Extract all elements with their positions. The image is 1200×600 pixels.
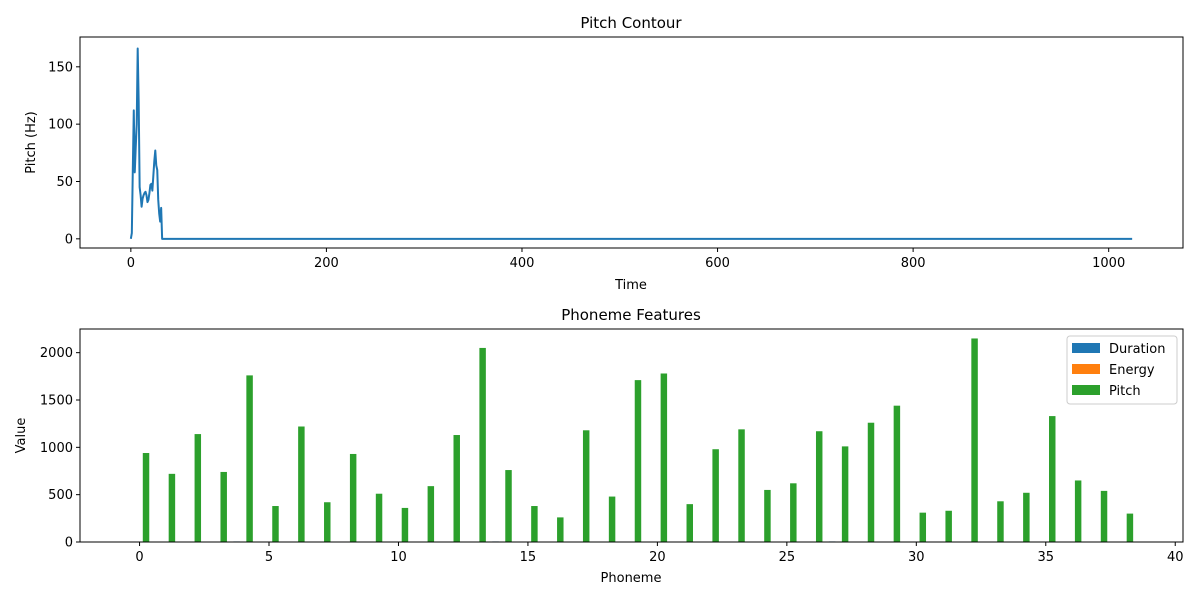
bar-pitch	[505, 470, 512, 542]
x-axis-label: Time	[614, 278, 647, 293]
x-tick-label: 600	[705, 256, 730, 271]
x-axis: 0 200 400 600 800 1000	[127, 248, 1125, 271]
y-axis: 0 50 100 150	[48, 60, 80, 247]
bar-pitch	[194, 434, 202, 542]
x-tick-label: 800	[901, 256, 926, 271]
bar-pitch	[1023, 492, 1030, 542]
phoneme-features-chart: Phoneme Features 0 5 10 15 20 25 30 35 40 0 500 10…	[14, 306, 1184, 586]
bar-pitch	[401, 507, 409, 542]
bar-pitch	[427, 486, 435, 542]
x-tick-label: 200	[314, 256, 339, 271]
chart-title: Phoneme Features	[561, 306, 701, 324]
bar-pitch	[1074, 480, 1082, 542]
x-tick-label: 15	[520, 550, 537, 565]
bar-pitch	[997, 501, 1004, 542]
legend: Duration Energy Pitch	[1066, 335, 1178, 405]
bar-pitch	[168, 473, 176, 542]
bar-pitch	[634, 380, 642, 542]
bar-pitch	[246, 375, 253, 542]
bar-pitch	[142, 453, 150, 542]
x-tick-label: 20	[649, 550, 666, 565]
x-tick-label: 10	[390, 550, 407, 565]
y-tick-label: 500	[48, 488, 73, 503]
legend-swatch	[1072, 364, 1100, 374]
bar-pitch	[608, 496, 616, 542]
bar-pitch	[375, 493, 383, 542]
y-tick-label: 0	[65, 232, 73, 247]
bar-pitch	[1049, 416, 1056, 542]
x-tick-label: 1000	[1092, 256, 1125, 271]
x-tick-label: 40	[1167, 550, 1184, 565]
chart-title: Pitch Contour	[580, 14, 682, 32]
x-tick-label: 0	[135, 550, 143, 565]
y-axis: 0 500 1000 1500 2000	[40, 346, 80, 551]
y-tick-label: 100	[48, 118, 73, 133]
bar-pitch	[971, 338, 978, 542]
bar-pitch	[531, 506, 538, 542]
bar-pitch	[790, 483, 797, 542]
pitch-line-series	[129, 47, 1133, 240]
y-axis-label: Pitch (Hz)	[24, 111, 39, 174]
y-tick-label: 1000	[40, 441, 73, 456]
bar-pitch	[272, 506, 279, 542]
bar-pitch	[660, 373, 668, 542]
x-tick-label: 0	[127, 256, 135, 271]
legend-label: Energy	[1109, 363, 1155, 378]
legend-label: Duration	[1109, 342, 1165, 357]
legend-swatch	[1072, 343, 1100, 353]
pitch-contour-chart: Pitch Contour 0 200 400 600 800 1000 0 50 100 15…	[24, 14, 1184, 293]
y-tick-label: 2000	[40, 346, 73, 361]
bar-pitch	[712, 449, 719, 542]
bar-pitch	[738, 429, 745, 542]
y-tick-label: 50	[56, 175, 73, 190]
x-tick-label: 5	[265, 550, 273, 565]
axes-frame	[79, 328, 1184, 543]
y-axis-label: Value	[14, 418, 29, 454]
x-tick-label: 400	[510, 256, 535, 271]
bar-pitch	[945, 510, 952, 542]
bar-pitch	[582, 430, 590, 542]
bar-pitch	[324, 502, 331, 542]
plot-area	[129, 47, 1133, 240]
x-tick-label: 25	[779, 550, 796, 565]
axes-frame	[79, 36, 1184, 249]
bar-pitch	[867, 422, 875, 542]
bar-pitch	[479, 347, 486, 542]
bar-pitch	[349, 453, 357, 542]
y-tick-label: 0	[65, 536, 73, 551]
bar-pitch	[686, 504, 693, 542]
legend-label: Pitch	[1109, 384, 1141, 399]
plot-area	[129, 338, 1134, 542]
bar-pitch	[1126, 513, 1134, 542]
x-axis: 0 5 10 15 20 25 30 35 40	[135, 542, 1184, 565]
x-tick-label: 30	[908, 550, 925, 565]
y-tick-label: 150	[48, 60, 73, 75]
bar-pitch	[557, 517, 564, 542]
bar-pitch	[1100, 490, 1108, 542]
bar-pitch	[893, 405, 901, 542]
x-tick-label: 35	[1037, 550, 1054, 565]
legend-swatch	[1072, 385, 1100, 395]
bar-pitch	[298, 426, 305, 542]
bar-pitch	[841, 446, 849, 542]
bar-pitch	[919, 512, 927, 542]
bar-pitch	[815, 431, 823, 542]
y-tick-label: 1500	[40, 394, 73, 409]
bar-pitch	[220, 471, 227, 542]
bar-pitch	[764, 489, 771, 542]
x-axis-label: Phoneme	[601, 571, 662, 586]
bar-pitch	[453, 435, 460, 542]
